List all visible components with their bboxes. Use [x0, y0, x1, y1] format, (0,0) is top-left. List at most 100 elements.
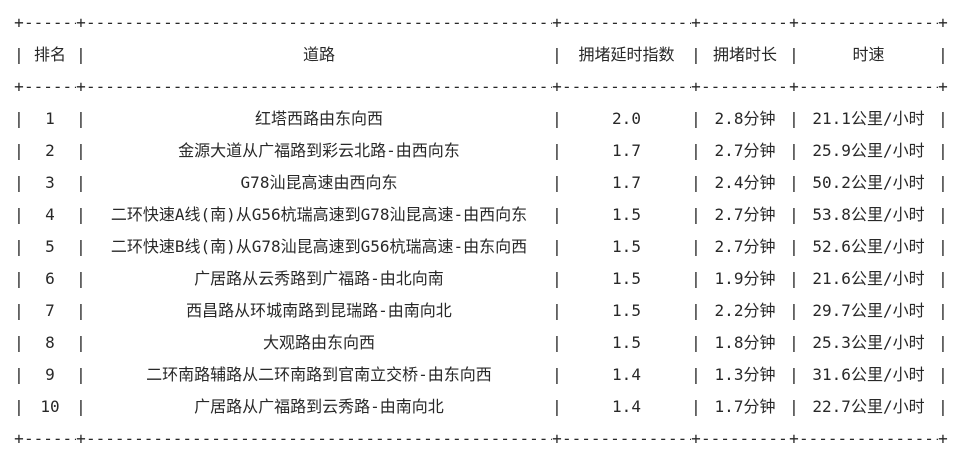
table-row: 1 红塔西路由东向西 2.0 2.8分钟 21.1公里/小时: [14, 103, 948, 135]
col-divider: [552, 135, 562, 167]
col-divider: [76, 295, 86, 327]
border-dash: [562, 423, 691, 455]
col-divider: [691, 327, 701, 359]
rank-cell: 9: [45, 365, 55, 384]
col-divider: [76, 327, 86, 359]
border-cross: [789, 71, 799, 103]
road-cell: 大观路由东向西: [262, 333, 375, 352]
col-divider: [552, 39, 562, 71]
col-divider: [76, 199, 86, 231]
index-cell: 1.7: [612, 141, 641, 160]
table-row: 10 广居路从广福路到云秀路-由南向北 1.4 1.7分钟 22.7公里/小时: [14, 391, 948, 423]
col-divider: [938, 327, 948, 359]
col-divider: [14, 135, 24, 167]
table-border-header: [14, 71, 948, 103]
border-cross: [691, 423, 701, 455]
col-divider: [938, 103, 948, 135]
border-cross: [14, 7, 24, 39]
col-divider: [938, 391, 948, 423]
header-congestion-duration: 拥堵时长: [712, 45, 777, 64]
table-row: 9 二环南路辅路从二环南路到官南立交桥-由东向西 1.4 1.3分钟 31.6公里/小时: [14, 359, 948, 391]
col-divider: [789, 327, 799, 359]
index-cell: 1.5: [612, 301, 641, 320]
col-divider: [14, 167, 24, 199]
duration-cell: 2.8分钟: [714, 109, 776, 128]
road-cell: 二环南路辅路从二环南路到官南立交桥-由东向西: [146, 365, 492, 384]
duration-cell: 1.3分钟: [714, 365, 776, 384]
border-cross: [14, 423, 24, 455]
index-cell: 1.5: [612, 237, 641, 256]
border-cross: [76, 423, 86, 455]
border-dash: [799, 423, 938, 455]
border-cross: [76, 71, 86, 103]
col-divider: [14, 327, 24, 359]
table-row: 7 西昌路从环城南路到昆瑞路-由南向北 1.5 2.2分钟 29.7公里/小时: [14, 295, 948, 327]
duration-cell: 2.7分钟: [714, 205, 776, 224]
index-cell: 1.5: [612, 269, 641, 288]
road-cell: 西昌路从环城南路到昆瑞路-由南向北: [186, 301, 452, 320]
col-divider: [552, 199, 562, 231]
table-row: 3 G78汕昆高速由西向东 1.7 2.4分钟 50.2公里/小时: [14, 167, 948, 199]
col-divider: [938, 167, 948, 199]
col-divider: [14, 359, 24, 391]
col-divider: [76, 39, 86, 71]
col-divider: [691, 359, 701, 391]
index-cell: 1.5: [612, 333, 641, 352]
speed-cell: 25.3公里/小时: [812, 333, 925, 352]
col-divider: [938, 263, 948, 295]
col-divider: [789, 263, 799, 295]
speed-cell: 21.1公里/小时: [812, 109, 925, 128]
col-divider: [789, 167, 799, 199]
col-divider: [552, 103, 562, 135]
duration-cell: 1.8分钟: [714, 333, 776, 352]
col-divider: [691, 103, 701, 135]
border-cross: [552, 7, 562, 39]
col-divider: [789, 103, 799, 135]
rank-cell: 5: [45, 237, 55, 256]
table-row: 8 大观路由东向西 1.5 1.8分钟 25.3公里/小时: [14, 327, 948, 359]
road-cell: G78汕昆高速由西向东: [240, 173, 398, 192]
rank-cell: 2: [45, 141, 55, 160]
col-divider: [76, 135, 86, 167]
border-dash: [24, 7, 76, 39]
road-cell: 金源大道从广福路到彩云北路-由西向东: [178, 141, 460, 160]
col-divider: [789, 199, 799, 231]
col-divider: [76, 231, 86, 263]
border-cross: [789, 7, 799, 39]
rank-cell: 10: [40, 397, 60, 416]
speed-cell: 21.6公里/小时: [812, 269, 925, 288]
col-divider: [552, 231, 562, 263]
speed-cell: 29.7公里/小时: [812, 301, 925, 320]
col-divider: [789, 231, 799, 263]
border-cross: [789, 423, 799, 455]
congestion-rank-table: 排名 道路 拥堵延时指数 拥堵时长 时速 1 红塔西路由东向西 2.0 2.8分钟 21.1公里…: [14, 7, 948, 455]
border-cross: [552, 423, 562, 455]
col-divider: [14, 231, 24, 263]
col-divider: [552, 327, 562, 359]
duration-cell: 1.9分钟: [714, 269, 776, 288]
col-divider: [14, 391, 24, 423]
border-cross: [691, 71, 701, 103]
duration-cell: 2.4分钟: [714, 173, 776, 192]
col-divider: [938, 135, 948, 167]
border-dash: [86, 71, 552, 103]
border-dash: [701, 423, 789, 455]
border-dash: [86, 423, 552, 455]
col-divider: [691, 135, 701, 167]
speed-cell: 52.6公里/小时: [812, 237, 925, 256]
road-cell: 二环快速A线(南)从G56杭瑞高速到G78汕昆高速-由西向东: [110, 205, 528, 224]
index-cell: 2.0: [612, 109, 641, 128]
col-divider: [76, 263, 86, 295]
border-cross: [76, 7, 86, 39]
border-cross: [938, 423, 948, 455]
road-cell: 红塔西路由东向西: [254, 109, 383, 128]
col-divider: [552, 167, 562, 199]
rank-cell: 4: [45, 205, 55, 224]
col-divider: [14, 103, 24, 135]
col-divider: [552, 295, 562, 327]
col-divider: [76, 391, 86, 423]
border-dash: [799, 71, 938, 103]
col-divider: [76, 167, 86, 199]
border-cross: [14, 71, 24, 103]
header-road: 道路: [302, 45, 335, 64]
